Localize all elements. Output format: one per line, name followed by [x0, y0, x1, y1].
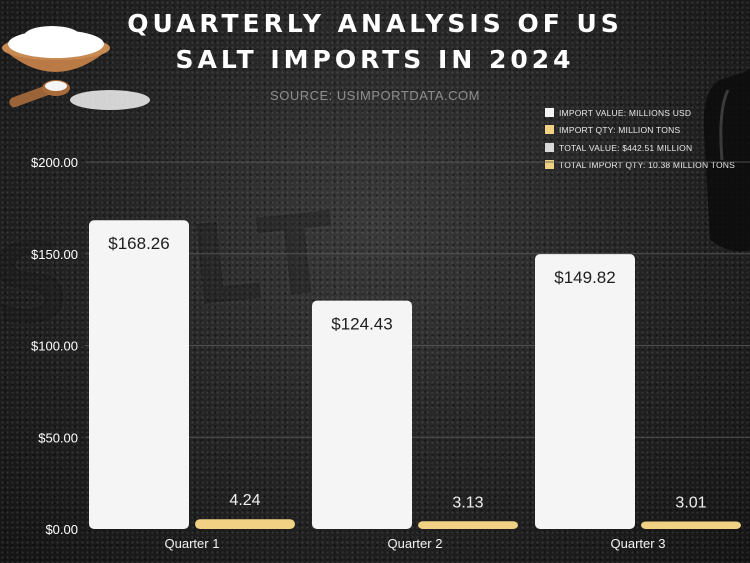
- data-label-value: $168.26: [108, 234, 169, 253]
- data-label-qty: 3.01: [675, 494, 706, 511]
- bar-import-value: [535, 254, 635, 529]
- salt-shaker-image: [703, 70, 750, 252]
- source-note: SOURCE: USIMPORTDATA.COM: [270, 88, 480, 103]
- legend-swatch-qty: [545, 125, 554, 134]
- data-label-qty: 3.13: [452, 494, 483, 511]
- chart-title: QUARTERLY ANALYSIS OF US SALT IMPORTS IN…: [127, 9, 623, 74]
- y-tick-label: $50.00: [38, 430, 78, 445]
- y-tick-label: $0.00: [45, 522, 78, 537]
- legend-item-import-value: IMPORT VALUE: MILLIONS USD: [545, 104, 735, 121]
- legend-swatch-value: [545, 108, 554, 117]
- legend-item-total-qty: TOTAL IMPORT QTY: 10.38 MILLION TONS: [545, 156, 735, 173]
- legend: IMPORT VALUE: MILLIONS USD IMPORT QTY: M…: [545, 104, 735, 173]
- legend-item-import-qty: IMPORT QTY: MILLION TONS: [545, 121, 735, 138]
- data-label-qty: 4.24: [229, 492, 260, 509]
- y-tick-label: $150.00: [31, 247, 78, 262]
- bar-import-value: [312, 300, 412, 529]
- y-tick-label: $200.00: [31, 155, 78, 170]
- x-category-label: Quarter 3: [611, 536, 666, 551]
- data-label-value: $149.82: [554, 268, 615, 287]
- x-category-label: Quarter 2: [388, 536, 443, 551]
- data-label-value: $124.43: [331, 315, 392, 334]
- salt-bowl-image: [2, 26, 150, 110]
- x-category-label: Quarter 1: [165, 536, 220, 551]
- legend-label: TOTAL IMPORT QTY: 10.38 MILLION TONS: [559, 159, 735, 170]
- legend-label: IMPORT VALUE: MILLIONS USD: [559, 107, 692, 118]
- y-tick-label: $100.00: [31, 339, 78, 354]
- bar-import-qty: [418, 521, 518, 529]
- bar-import-qty: [641, 521, 741, 529]
- legend-label: TOTAL VALUE: $442.51 MILLION: [559, 142, 693, 153]
- bar-import-value: [89, 220, 189, 529]
- bar-import-qty: [195, 519, 295, 529]
- legend-label: IMPORT QTY: MILLION TONS: [559, 124, 681, 135]
- legend-item-total-value: TOTAL VALUE: $442.51 MILLION: [545, 139, 735, 156]
- legend-swatch-total-qty: [545, 160, 554, 169]
- legend-swatch-total-value: [545, 143, 554, 152]
